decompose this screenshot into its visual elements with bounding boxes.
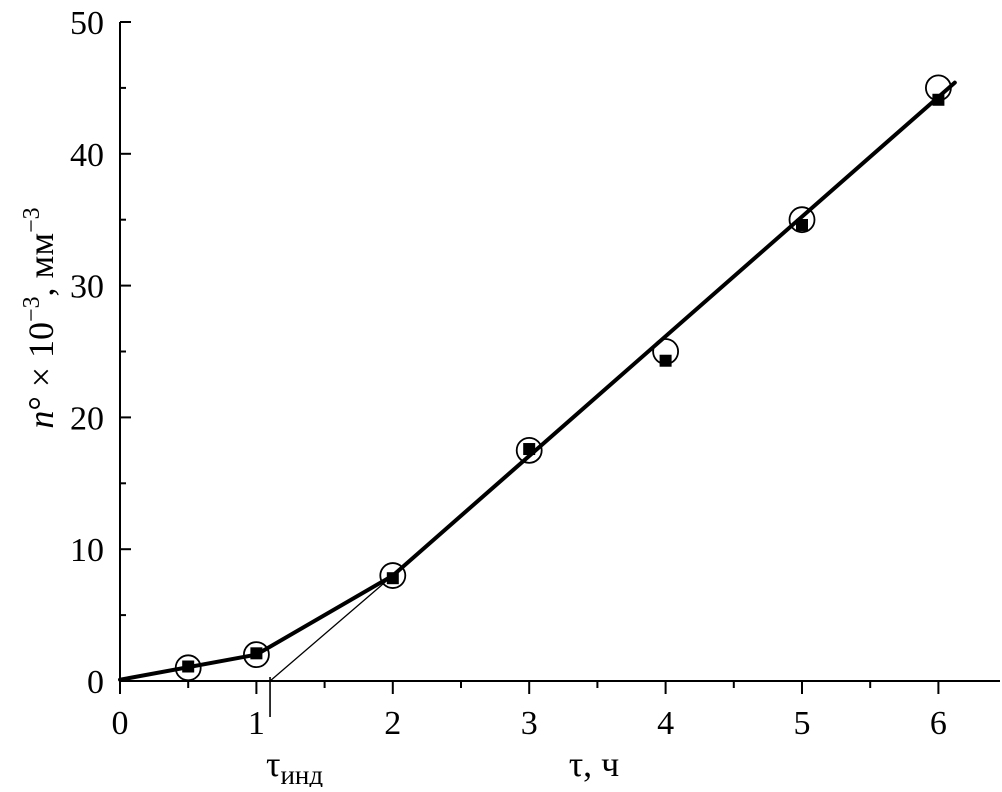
x-tick-label: 6 — [930, 705, 947, 742]
tangent-line — [269, 575, 394, 682]
data-point-circle — [788, 206, 816, 234]
y-tick-label: 10 — [70, 532, 104, 569]
y-axis-label-main: n — [21, 411, 61, 429]
axes — [119, 22, 1000, 682]
x-tick-label: 2 — [384, 705, 401, 742]
y-axis-label-unit-exp: −3 — [19, 207, 45, 233]
tick-marks — [119, 21, 940, 694]
tau-induction-symbol: τ — [266, 744, 280, 784]
data-point-square — [182, 660, 195, 673]
fit-line — [118, 80, 957, 682]
data-point-square — [250, 647, 263, 660]
labels: τ, ч τинд n° × 10−3, мм−3 0 1 2 3 4 5 60102030… — [19, 5, 947, 790]
y-axis-label-unit: , мм — [21, 233, 61, 297]
data-point-square — [659, 354, 672, 367]
x-tick-label: 5 — [794, 705, 811, 742]
y-tick-label: 50 — [70, 5, 104, 42]
y-axis-label: n° × 10−3, мм−3 — [19, 207, 61, 428]
data-point-square — [386, 572, 399, 585]
data-point-circle — [515, 436, 543, 464]
data-point-circle — [174, 654, 202, 682]
lines — [118, 80, 957, 717]
y-tick-label: 30 — [70, 269, 104, 306]
data-point-circle — [652, 338, 679, 365]
x-tick-label: 4 — [657, 705, 674, 742]
y-axis-label-exp: −3 — [19, 296, 45, 322]
tau-induction-subscript: инд — [280, 760, 323, 787]
y-tick-label: 20 — [70, 400, 104, 437]
x-tick-label: 1 — [248, 705, 265, 742]
data-point-circle — [242, 641, 270, 669]
x-tick-label: 0 — [112, 705, 129, 742]
data-point-square — [796, 218, 808, 231]
x-tick-label: 3 — [521, 705, 538, 742]
data-point-circle — [379, 562, 407, 589]
data-point-circle — [925, 74, 952, 102]
data-point-square — [523, 443, 536, 456]
x-axis-label: τ, ч — [569, 744, 620, 784]
tau-induction-label: τинд — [266, 744, 323, 787]
y-tick-label: 40 — [70, 137, 104, 174]
y-axis-label-rest: ° × 10 — [21, 322, 61, 411]
markers — [174, 74, 952, 682]
y-tick-label: 0 — [87, 664, 104, 701]
